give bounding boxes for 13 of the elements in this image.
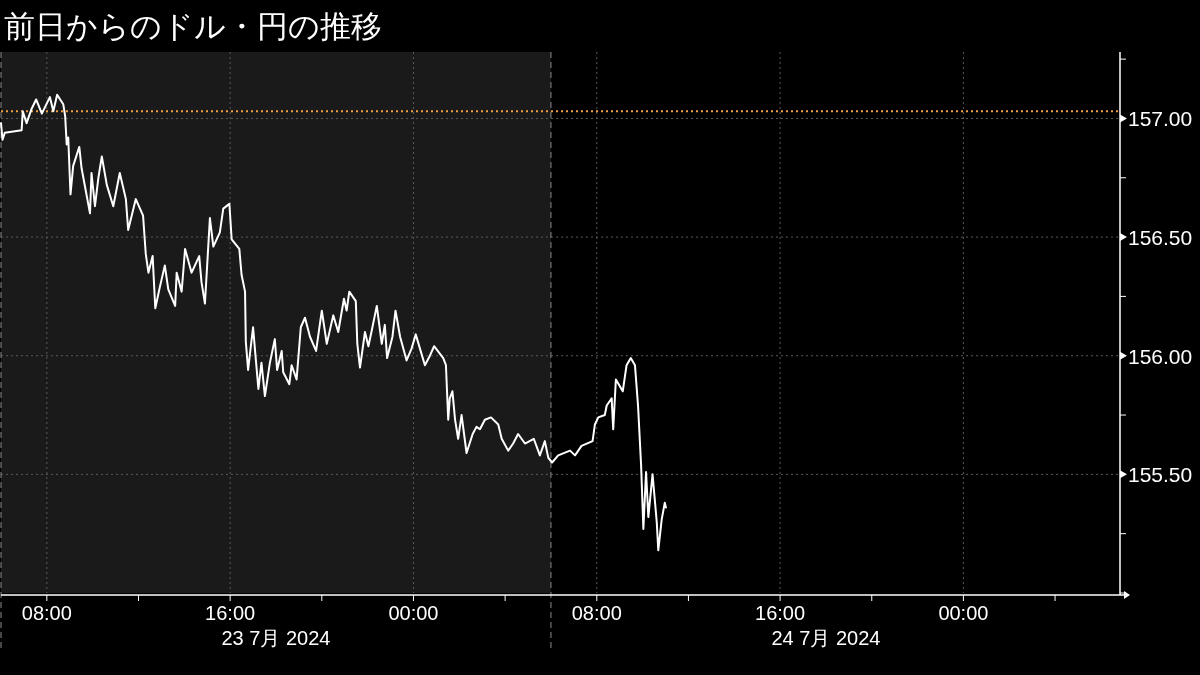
y-tick-label: 155.50	[1128, 463, 1193, 487]
x-tick-label: 16:00	[205, 602, 256, 624]
x-tick-label: 00:00	[938, 602, 989, 624]
y-tick-label: 156.50	[1128, 226, 1193, 250]
date-label: 23 7月 2024	[221, 627, 331, 649]
y-tick-label: 157.00	[1128, 107, 1193, 131]
x-tick-label: 00:00	[388, 602, 439, 624]
x-tick-label: 08:00	[571, 602, 622, 624]
x-tick-label: 08:00	[21, 602, 72, 624]
date-label: 24 7月 2024	[771, 627, 881, 649]
x-tick-label: 16:00	[755, 602, 806, 624]
y-tick-label: 156.00	[1128, 344, 1193, 368]
title: 前日からのドル・円の推移	[4, 9, 382, 44]
